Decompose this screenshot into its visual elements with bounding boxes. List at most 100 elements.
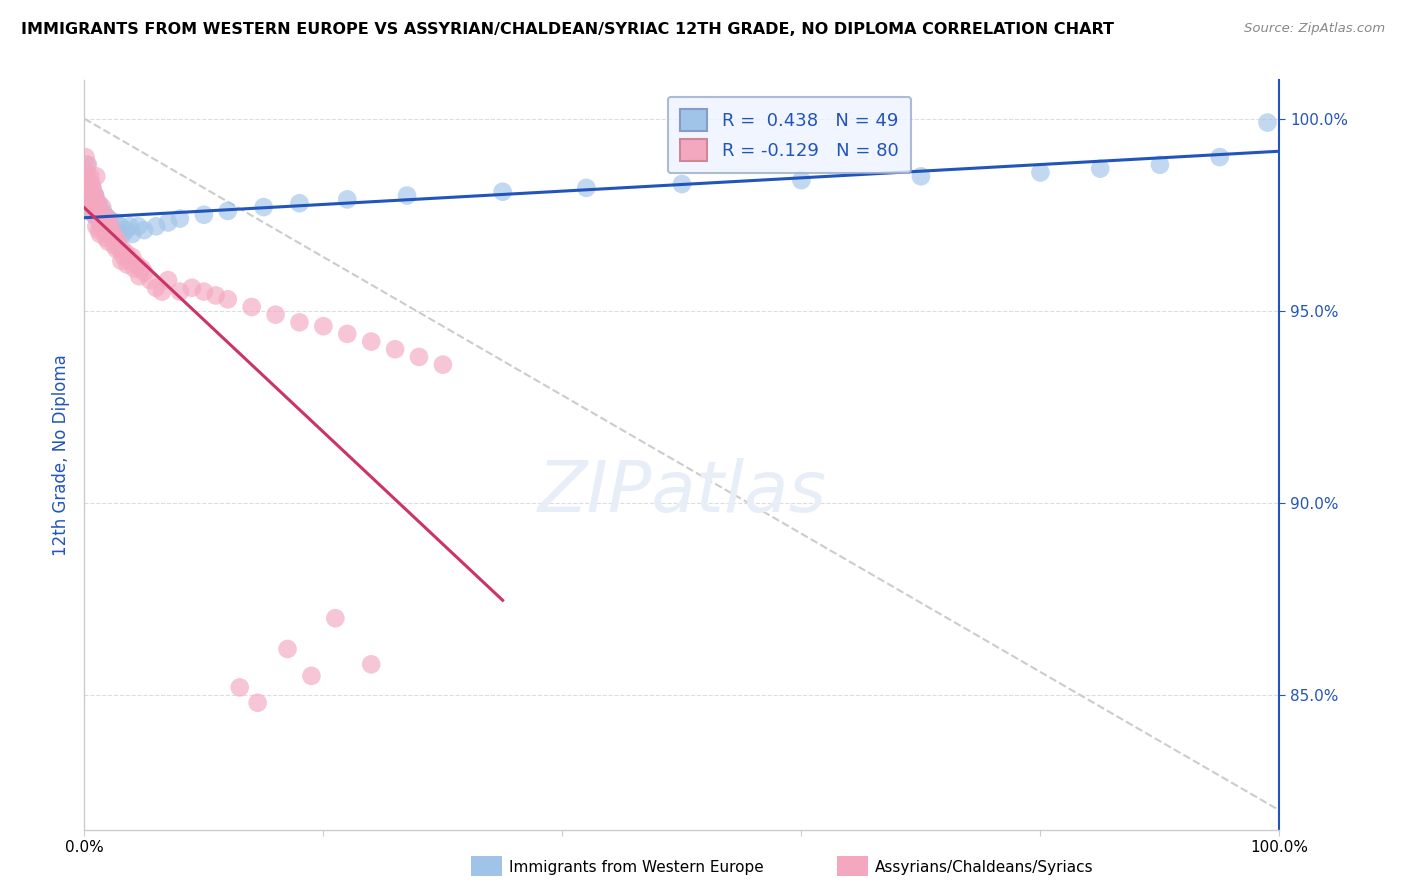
Point [77, 158, 100, 172]
Point [77, 193, 100, 207]
Point [77, 181, 100, 195]
Point [790, 173, 813, 187]
Point [575, 181, 598, 195]
Point [1149, 158, 1171, 172]
Point [193, 208, 215, 222]
Point [79, 169, 101, 184]
Point [76, 158, 98, 172]
Point [93, 211, 115, 226]
Point [93, 215, 115, 229]
Point [111, 227, 134, 241]
Point [169, 211, 191, 226]
Point [217, 203, 239, 218]
Point [77, 193, 100, 207]
Point [82, 200, 104, 214]
Point [83, 188, 105, 202]
Point [112, 250, 135, 264]
Point [79, 185, 101, 199]
Point [110, 219, 132, 234]
Point [80, 181, 103, 195]
Point [77, 173, 100, 187]
Point [205, 288, 228, 302]
Point [408, 350, 430, 364]
Point [229, 681, 252, 695]
Point [240, 300, 263, 314]
Point [89, 227, 111, 241]
Point [132, 265, 156, 279]
Point [131, 261, 153, 276]
Point [105, 243, 128, 257]
Point [157, 215, 180, 229]
Point [83, 203, 105, 218]
Point [89, 208, 111, 222]
Point [169, 285, 191, 299]
Point [90, 211, 112, 226]
Point [264, 308, 287, 322]
Point [121, 250, 143, 264]
Point [94, 211, 117, 226]
Point [432, 358, 454, 372]
Text: Immigrants from Western Europe: Immigrants from Western Europe [509, 861, 763, 875]
Point [193, 285, 215, 299]
Point [1209, 150, 1232, 164]
Point [86, 169, 108, 184]
Point [101, 231, 124, 245]
Point [336, 326, 359, 341]
Point [277, 642, 299, 657]
Point [91, 219, 114, 234]
Point [492, 185, 515, 199]
Point [89, 208, 111, 222]
Point [94, 219, 117, 234]
Point [124, 261, 146, 276]
Point [76, 181, 98, 195]
Point [87, 203, 110, 218]
Point [360, 334, 382, 349]
Point [253, 200, 276, 214]
Point [84, 188, 107, 202]
Point [139, 273, 162, 287]
Point [384, 343, 406, 357]
Point [96, 227, 118, 241]
Point [132, 223, 156, 237]
Point [86, 196, 108, 211]
Point [910, 169, 932, 184]
Point [93, 208, 115, 222]
Text: ZIPatlas: ZIPatlas [537, 458, 827, 527]
Point [325, 611, 347, 625]
Point [288, 315, 311, 329]
Point [75, 150, 97, 164]
Point [157, 273, 180, 287]
Point [87, 223, 110, 237]
Point [360, 657, 382, 672]
Point [1090, 161, 1112, 176]
Point [128, 269, 150, 284]
Point [150, 285, 173, 299]
Point [100, 219, 122, 234]
Point [86, 211, 108, 226]
Point [97, 235, 120, 249]
Y-axis label: 12th Grade, No Diploma: 12th Grade, No Diploma [52, 354, 70, 556]
Point [125, 258, 148, 272]
Point [671, 177, 693, 191]
Point [82, 196, 104, 211]
Point [104, 215, 127, 229]
Point [121, 227, 143, 241]
Point [117, 258, 139, 272]
Point [118, 219, 141, 234]
Legend: R =  0.438   N = 49, R = -0.129   N = 80: R = 0.438 N = 49, R = -0.129 N = 80 [668, 97, 911, 173]
Point [301, 669, 323, 683]
Point [83, 208, 105, 222]
Point [396, 188, 419, 202]
Point [80, 177, 103, 191]
Text: IMMIGRANTS FROM WESTERN EUROPE VS ASSYRIAN/CHALDEAN/SYRIAC 12TH GRADE, NO DIPLOM: IMMIGRANTS FROM WESTERN EUROPE VS ASSYRI… [21, 22, 1114, 37]
Point [84, 208, 107, 222]
Text: Assyrians/Chaldeans/Syriacs: Assyrians/Chaldeans/Syriacs [875, 861, 1092, 875]
Point [97, 211, 120, 226]
Point [217, 293, 239, 307]
Point [336, 193, 359, 207]
Point [76, 165, 98, 179]
Point [127, 219, 149, 234]
Point [181, 281, 204, 295]
Point [86, 200, 108, 214]
Point [110, 253, 132, 268]
